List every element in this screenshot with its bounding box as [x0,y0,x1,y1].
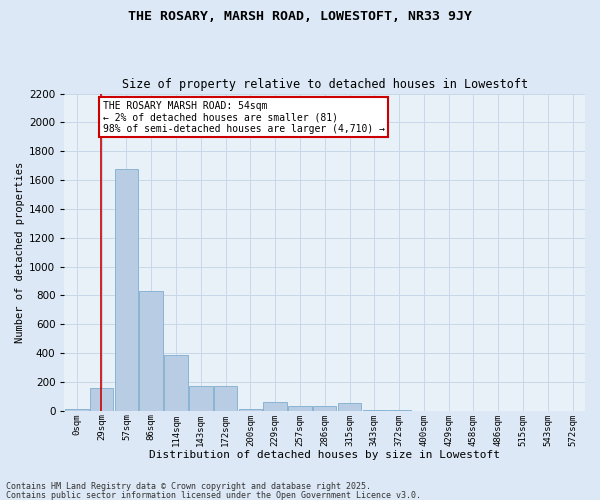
Y-axis label: Number of detached properties: Number of detached properties [15,162,25,343]
Text: Contains public sector information licensed under the Open Government Licence v3: Contains public sector information licen… [6,490,421,500]
Bar [90,388,113,411]
Bar [189,386,212,411]
Bar [388,410,411,411]
Bar [338,403,361,411]
Bar [263,402,287,411]
Text: THE ROSARY, MARSH ROAD, LOWESTOFT, NR33 9JY: THE ROSARY, MARSH ROAD, LOWESTOFT, NR33 … [128,10,472,23]
Bar [288,406,312,411]
Bar [164,354,188,411]
Bar [214,386,238,411]
Text: Contains HM Land Registry data © Crown copyright and database right 2025.: Contains HM Land Registry data © Crown c… [6,482,371,491]
Bar [139,291,163,411]
Bar [313,406,337,411]
Text: THE ROSARY MARSH ROAD: 54sqm
← 2% of detached houses are smaller (81)
98% of sem: THE ROSARY MARSH ROAD: 54sqm ← 2% of det… [103,101,385,134]
Bar [65,410,89,411]
Title: Size of property relative to detached houses in Lowestoft: Size of property relative to detached ho… [122,78,528,91]
Bar [362,410,386,411]
Bar [115,168,138,411]
Bar [239,410,262,411]
X-axis label: Distribution of detached houses by size in Lowestoft: Distribution of detached houses by size … [149,450,500,460]
